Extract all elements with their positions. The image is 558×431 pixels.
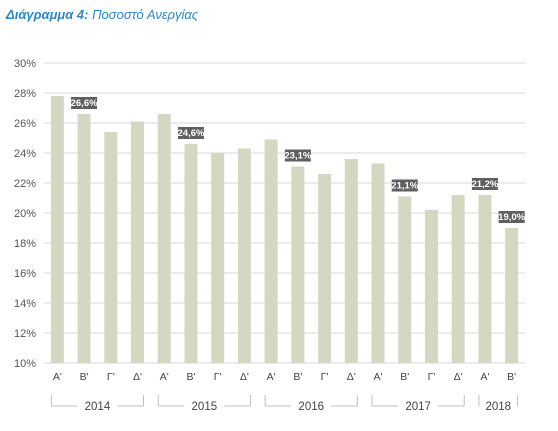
chart-title: Διάγραμμα 4: Ποσοστό Ανεργίας: [6, 7, 198, 22]
year-label: 2016: [298, 401, 324, 413]
bar: [50, 96, 64, 363]
data-label-bg: [177, 127, 204, 139]
x-tick-label: Δ': [347, 371, 356, 383]
x-tick-label: Α': [53, 371, 62, 383]
data-label-bg: [284, 149, 311, 162]
bar: [131, 121, 145, 363]
x-tick-label: Δ': [454, 371, 463, 383]
year-label: 2015: [192, 401, 218, 413]
bar: [237, 148, 251, 363]
x-tick-label: Γ': [214, 371, 222, 383]
x-tick-label: Γ': [107, 371, 115, 383]
data-label: 19,0%: [498, 212, 525, 223]
y-tick-label: 28%: [14, 88, 36, 100]
y-tick-label: 16%: [14, 268, 36, 280]
x-tick-label: Α': [267, 371, 276, 383]
bar: [318, 174, 332, 363]
bar: [478, 195, 492, 363]
bar: [505, 228, 519, 363]
bar: [211, 153, 225, 363]
chart-title-prefix: Διάγραμμα 4:: [6, 7, 89, 22]
y-tick-label: 26%: [14, 118, 36, 130]
bar: [424, 210, 438, 363]
data-label-bg: [471, 178, 498, 190]
x-tick-label: Β': [186, 371, 195, 383]
bar: [264, 139, 278, 363]
bar: [77, 114, 91, 363]
data-label-bg: [391, 179, 418, 192]
x-tick-label: Γ': [321, 371, 329, 383]
y-tick-label: 30%: [14, 58, 36, 70]
data-label: 21,2%: [471, 179, 498, 190]
bar: [291, 166, 305, 363]
year-label: 2017: [405, 401, 431, 413]
y-tick-label: 10%: [14, 358, 36, 370]
data-label: 26,6%: [71, 98, 98, 109]
bar: [184, 144, 198, 363]
bar: [398, 196, 412, 363]
data-label: 21,1%: [391, 181, 418, 192]
chart-title-text: Ποσοστό Ανεργίας: [92, 7, 199, 22]
bar: [104, 132, 118, 363]
data-label-bg: [498, 211, 525, 223]
bar: [157, 114, 171, 363]
x-tick-label: Β': [293, 371, 302, 383]
x-tick-label: Α': [374, 371, 383, 383]
y-tick-label: 12%: [14, 328, 36, 340]
x-tick-label: Β': [80, 371, 89, 383]
y-tick-label: 18%: [14, 238, 36, 250]
year-label: 2018: [485, 401, 511, 413]
x-tick-label: Β': [507, 371, 516, 383]
bar: [371, 163, 385, 363]
x-tick-label: Δ': [133, 371, 142, 383]
x-tick-label: Α': [480, 371, 489, 383]
x-tick-label: Δ': [240, 371, 249, 383]
y-tick-label: 20%: [14, 208, 36, 220]
data-label-bg: [71, 97, 98, 109]
x-tick-label: Β': [400, 371, 409, 383]
data-label: 23,1%: [284, 151, 311, 162]
bar: [451, 195, 465, 363]
y-tick-label: 24%: [14, 148, 36, 160]
x-tick-label: Γ': [428, 371, 436, 383]
y-tick-label: 14%: [14, 298, 36, 310]
x-tick-label: Α': [160, 371, 169, 383]
data-label: 24,6%: [178, 128, 205, 139]
y-tick-label: 22%: [14, 178, 36, 190]
year-label: 2014: [85, 401, 111, 413]
bar: [344, 159, 358, 363]
